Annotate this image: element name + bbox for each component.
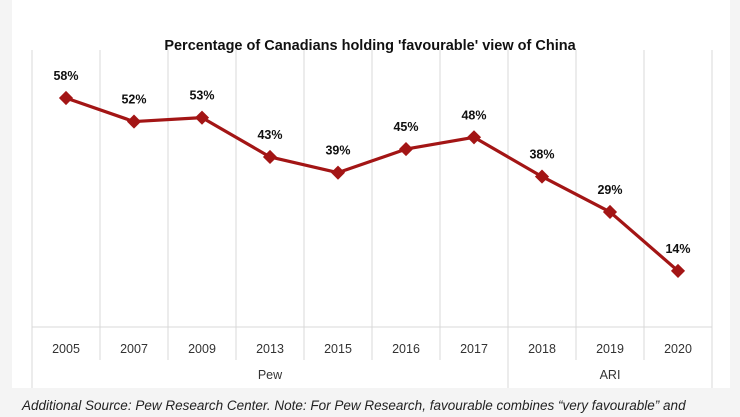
x-tick-label: 2015	[324, 342, 352, 356]
x-tick-label: 2018	[528, 342, 556, 356]
data-point	[126, 114, 142, 129]
data-label: 53%	[189, 89, 214, 103]
x-tick-label: 2019	[596, 342, 624, 356]
data-point	[670, 263, 686, 278]
group-label: ARI	[600, 368, 621, 382]
data-label: 38%	[529, 148, 554, 162]
data-point	[534, 169, 550, 184]
series-line	[65, 96, 680, 273]
chart-card	[12, 0, 730, 388]
x-tick-label: 2007	[120, 342, 148, 356]
x-tick-label: 2009	[188, 342, 216, 356]
x-tick-label: 2017	[460, 342, 488, 356]
footnote: Additional Source: Pew Research Center. …	[22, 398, 686, 413]
data-point	[466, 130, 482, 145]
data-label: 39%	[325, 144, 350, 158]
x-tick-label: 2020	[664, 342, 692, 356]
x-tick-label: 2005	[52, 342, 80, 356]
data-point	[398, 142, 414, 157]
data-point	[330, 165, 346, 180]
data-label: 14%	[665, 242, 690, 256]
x-tick-label: 2013	[256, 342, 284, 356]
data-label: 48%	[461, 108, 486, 122]
data-point	[602, 204, 618, 220]
data-label: 43%	[257, 128, 282, 142]
data-point	[194, 110, 210, 125]
data-label: 45%	[393, 120, 418, 134]
data-label: 58%	[53, 69, 78, 83]
data-label: 29%	[597, 183, 622, 197]
data-point	[262, 149, 278, 165]
data-point	[58, 90, 74, 106]
chart-title: Percentage of Canadians holding 'favoura…	[164, 38, 576, 54]
data-label: 52%	[121, 93, 146, 107]
group-label: Pew	[258, 368, 283, 382]
x-tick-label: 2016	[392, 342, 420, 356]
